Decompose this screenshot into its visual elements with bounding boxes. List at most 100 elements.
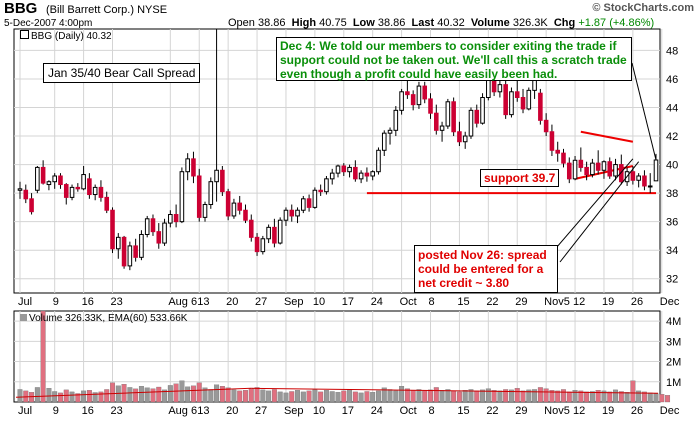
volume-bar	[462, 390, 468, 403]
price-tick-label: 36	[666, 217, 678, 229]
volume-bar	[86, 390, 92, 403]
volume-bar	[40, 310, 46, 403]
brand-text[interactable]: © StockCharts.com	[592, 2, 694, 14]
volume-legend-swatch	[20, 314, 27, 321]
price-legend-text: BBG (Daily) 40.32	[31, 31, 112, 42]
volume-bar	[312, 389, 318, 403]
candle-body	[75, 186, 81, 190]
dec4-annotation: Dec 4: We told our members to consider e…	[276, 37, 632, 81]
volume-x-tick-label: Jul	[18, 405, 32, 417]
candle-body	[653, 159, 659, 182]
price-x-tick-label: 16	[82, 296, 94, 308]
volume-bar	[295, 390, 300, 403]
channel-upper-line	[580, 130, 634, 143]
volume-bar	[277, 391, 283, 403]
candle-body	[173, 214, 179, 223]
quote-summary: Open 38.86 High 40.75 Low 38.86 Last 40.…	[228, 17, 654, 29]
volume-x-tick-label: 27	[255, 405, 267, 417]
volume-bar	[214, 384, 220, 403]
volume-bar	[352, 391, 358, 403]
volume-bar	[468, 389, 474, 403]
candle-body	[353, 166, 358, 180]
support-annotation: support 39.7	[480, 169, 560, 187]
candle-body	[526, 89, 532, 110]
volume-bar	[300, 391, 306, 403]
volume-legend: Volume 326.33K, EMA(60) 533.66K	[20, 313, 187, 324]
candle-body	[572, 159, 578, 180]
posted-pointer-line	[543, 158, 634, 263]
candle-body	[318, 189, 323, 193]
candle-body	[17, 188, 23, 191]
candle-body	[301, 198, 306, 211]
price-tick-label: 44	[666, 102, 678, 114]
candle-body	[393, 109, 399, 131]
low-label: Low	[352, 17, 375, 29]
volume-bar	[381, 387, 387, 403]
candle-body	[370, 171, 375, 177]
volume-bar	[508, 389, 514, 403]
volume-tick-label: 4M	[666, 316, 681, 328]
volume-bar	[69, 391, 75, 403]
volume-bar	[34, 387, 40, 403]
candle-body	[341, 165, 347, 173]
candle-body	[601, 161, 607, 171]
volume-bar	[601, 390, 607, 403]
candle-body	[595, 162, 601, 171]
volume-tick-label: 2M	[666, 357, 681, 369]
candle-body	[497, 84, 503, 93]
candle-body	[156, 231, 162, 244]
candle-body	[150, 218, 156, 233]
volume-bar	[370, 392, 376, 403]
candle-body	[58, 175, 63, 186]
volume-bar	[451, 390, 457, 403]
candle-body	[376, 149, 381, 173]
volume-bar	[110, 382, 115, 403]
candle-body	[40, 166, 46, 184]
candle-body	[63, 184, 69, 198]
candle-body	[243, 209, 248, 221]
candle-body	[335, 165, 341, 174]
volume-bar	[104, 389, 110, 403]
volume-bar	[439, 390, 445, 403]
volume-x-tick-label: 24	[371, 405, 383, 417]
price-x-tick-label: 23	[111, 296, 123, 308]
candle-body	[295, 209, 300, 217]
candle-body	[590, 162, 595, 176]
volume-bar	[144, 387, 150, 403]
price-x-tick-label: 29	[515, 296, 527, 308]
candle-body	[381, 132, 387, 151]
price-x-tick-label: Jul	[18, 296, 32, 308]
candle-body	[642, 175, 647, 187]
volume-bar	[624, 392, 630, 403]
price-x-tick-label: 8	[429, 296, 435, 308]
volume-bar	[422, 390, 428, 403]
stockcharts-brand[interactable]: © StockCharts.com	[592, 2, 694, 14]
price-x-tick-label: 19	[602, 296, 614, 308]
price-x-tick-label: 17	[342, 296, 354, 308]
volume-bar	[323, 390, 329, 403]
candle-body	[277, 219, 283, 244]
price-x-tick-label: 22	[486, 296, 498, 308]
candle-body	[607, 161, 613, 177]
price-tick-label: 46	[666, 74, 678, 86]
volume-bar	[138, 386, 144, 403]
volume-bar	[231, 389, 237, 403]
candle-body	[225, 191, 231, 217]
candle-body	[416, 85, 422, 106]
volume-bar	[347, 389, 353, 403]
candle-body	[410, 94, 416, 106]
candle-body	[92, 186, 98, 196]
volume-bar	[150, 388, 156, 403]
candle-body	[231, 202, 237, 217]
volume-bar	[376, 390, 381, 403]
volume-bar	[318, 391, 324, 403]
candle-body	[445, 101, 451, 127]
price-x-tick-label: 27	[255, 296, 267, 308]
price-tick-label: 40	[666, 160, 678, 172]
volume-x-tick-label: 13	[197, 405, 209, 417]
candle-body	[561, 152, 566, 164]
volume-bar	[589, 391, 595, 403]
candle-body	[474, 109, 480, 124]
volume-x-tick-label: 29	[515, 405, 527, 417]
low-value: 38.86	[377, 17, 406, 29]
